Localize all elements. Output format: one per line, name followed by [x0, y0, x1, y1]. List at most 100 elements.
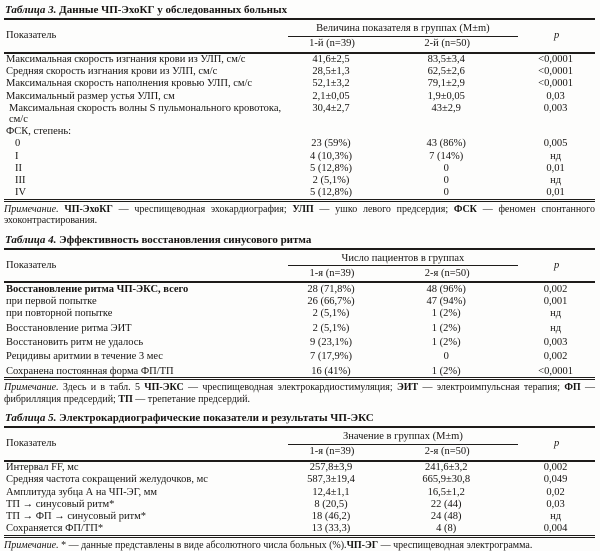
p-value-cell: 0,003 [543, 102, 568, 114]
note-text: — чреспищеводная эхокардиография; [112, 203, 293, 215]
p-column-header: p [553, 438, 560, 450]
note-text: — фибрилляция предсердий; [4, 382, 596, 405]
p-value-cell: 0,03 [546, 90, 565, 102]
table-4-note: Примечание. Здесь и в табл. 5 ЧП-ЭКС — ч… [4, 382, 595, 405]
table-row: Максимальная скорость изгнания крови из … [4, 53, 595, 66]
group1-value-cell [288, 126, 377, 138]
note-label: Примечание. [4, 203, 59, 215]
indicator-label-cell: IV [15, 187, 27, 199]
group1-value-cell: 26 (66,7%) [307, 296, 355, 308]
group2-header: 2-я (n=50) [424, 267, 470, 279]
group2-value-cell: 79,1±2,9 [427, 78, 465, 90]
indicator-label-cell: Восстановление ритма ЭИТ [6, 322, 132, 334]
group2-value-cell: 47 (94%) [426, 296, 466, 308]
group2-value-cell: 665,9±30,8 [422, 474, 471, 486]
echo-data-table: Показатель Величина показателя в группах… [4, 20, 595, 202]
table-row: Средняя скорость изгнания крови из УЛП, … [4, 66, 595, 78]
group2-value-cell: 0 [443, 351, 449, 363]
p-value-cell: <0,0001 [538, 66, 573, 78]
note-text: — трепетание предсердий. [132, 393, 250, 405]
table-row: ТП → ФП → синусовый ритм* 18 (46,2) 24 (48… [4, 511, 595, 523]
indicator-label-cell: Максимальная скорость наполнения кровью … [6, 78, 253, 90]
group2-value-cell: 43 (86%) [426, 138, 466, 150]
p-value-cell: нд [550, 511, 562, 523]
group1-value-cell: 23 (59%) [311, 138, 351, 150]
note-abbreviation: ФСК [453, 203, 477, 215]
table-5-body: Интервал FF, мс 257,8±3,9 241,6±3,2 0,002 Ср… [4, 461, 595, 537]
group2-value-cell: 1,9±0,05 [427, 90, 465, 102]
indicator-label-cell: Средняя скорость изгнания крови из УЛП, … [6, 66, 218, 78]
table-row: Сохраняется ФП/ТП* 13 (33,3) 4 (8) 0,004 [4, 523, 595, 537]
group1-value-cell: 16 (41%) [311, 365, 351, 377]
p-value-cell: 0,002 [543, 283, 568, 295]
group1-value-cell: 587,3±19,4 [307, 474, 355, 486]
note-text: * — данные представлены в виде абсолютно… [58, 539, 347, 551]
indicator-label-cell: Сохранена постоянная форма ФП/ТП [6, 365, 174, 377]
p-value-cell: 0,003 [543, 336, 568, 348]
note-abbreviation: ТП [118, 393, 133, 405]
group1-header: 1-й (n=39) [309, 38, 355, 49]
table-4-title: Таблица 4. Эффективность восстановления … [4, 233, 595, 250]
table-5-section: Таблица 5. Электрокардиографические пока… [4, 411, 595, 551]
table-3-note: Примечание. ЧП-ЭхоКГ — чреспищеводная эх… [4, 204, 595, 227]
table-row: I 4 (10,3%) 7 (14%) нд [4, 150, 595, 162]
indicator-label-cell: III [15, 175, 26, 187]
group2-value-cell: 16,5±1,2 [427, 486, 465, 498]
note-text: — ушко левого предсердия; [313, 203, 454, 215]
p-value-cell: <0,0001 [538, 54, 573, 65]
group2-value-cell: 1 (2%) [431, 322, 461, 334]
group2-value-cell: 1 (2%) [431, 308, 461, 320]
group2-value-cell: 4 (8) [436, 523, 457, 535]
table-row: при повторной попытке 2 (5,1%) 1 (2%) нд [4, 308, 595, 320]
table-row: Средняя частота сокращений желудочков, м… [4, 474, 595, 486]
group1-value-cell: 28,5±1,3 [312, 66, 350, 78]
table-row: ФСК, степень: [4, 126, 595, 138]
table-row: при первой попытке 26 (66,7%) 47 (94%) 0,00… [4, 296, 595, 308]
note-abbreviation: УЛП [292, 203, 314, 215]
journal-page: { "tables": [ { "title_label": "Таблица … [4, 3, 596, 551]
indicator-label-cell: I [15, 150, 19, 162]
indicator-label-cell: Амплитуда зубца А на ЧП-ЭГ, мм [6, 486, 158, 498]
p-value-cell: 0,002 [543, 462, 568, 474]
group1-value-cell: 13 (33,3) [311, 523, 351, 535]
note-abbreviation: ЭИТ [396, 382, 419, 394]
indicator-label-cell: ТП → синусовый ритм* [6, 498, 115, 510]
table-row: Максимальная скорость наполнения кровью … [4, 78, 595, 90]
note-text: — чреспищеводная электрограмма. [378, 539, 533, 551]
p-value-cell: 0,001 [543, 296, 568, 308]
note-text: — электроимпульсная терапия; [418, 382, 565, 394]
group2-value-cell [376, 126, 518, 138]
indicator-label-cell: Средняя частота сокращений желудочков, м… [6, 474, 208, 486]
p-value-cell: нд [550, 308, 562, 320]
table-3-title: Таблица 3. Данные ЧП-ЭхоКГ у обследованн… [4, 3, 595, 20]
table-row: Максимальный размер устья УЛП, см 2,1±0,0… [4, 90, 595, 102]
table-3-number: Таблица 3. [5, 4, 57, 16]
table-4-caption: Эффективность восстановления синусового … [59, 233, 312, 246]
group1-header: 1-я (n=39) [309, 446, 355, 458]
group1-value-cell: 2,1±0,05 [312, 90, 350, 102]
group2-value-cell: 0 [443, 162, 449, 174]
p-value-cell: <0,0001 [538, 78, 573, 90]
table-row: Сохранена постоянная форма ФП/ТП 16 (41%)… [4, 363, 595, 379]
group2-value-cell: 43±2,9 [431, 102, 461, 114]
indicator-label-cell: Интервал FF, мс [6, 462, 79, 474]
indicator-label-cell: при первой попытке [6, 296, 97, 308]
indicator-label-cell: Рецидивы аритмии в течение 3 мес [6, 351, 163, 363]
indicator-label-cell: ТП → ФП → синусовый ритм* [6, 511, 147, 523]
note-abbreviation: ФП [564, 382, 581, 394]
table-row: Интервал FF, мс 257,8±3,9 241,6±3,2 0,002 [4, 461, 595, 474]
group1-value-cell: 5 (12,8%) [309, 187, 352, 199]
groups-span-header: Число пациентов в группах [287, 249, 519, 267]
p-column-header: p [553, 259, 560, 271]
table-row: IV 5 (12,8%) 0 0,01 [4, 187, 595, 201]
group1-value-cell: 257,8±3,9 [309, 462, 353, 474]
p-value-cell: 0,03 [546, 498, 565, 510]
p-value-cell: нд [550, 322, 562, 334]
p-value-cell: 0,049 [543, 474, 568, 486]
table-row: ТП → синусовый ритм* 8 (20,5) 22 (44) 0,03 [4, 498, 595, 510]
group1-value-cell: 18 (46,2) [311, 511, 351, 523]
table-row: III 2 (5,1%) 0 нд [4, 175, 595, 187]
group1-value-cell: 2 (5,1%) [312, 322, 350, 334]
p-value-cell: 0,004 [543, 523, 568, 535]
table-row: 0 23 (59%) 43 (86%) 0,005 [4, 138, 595, 150]
